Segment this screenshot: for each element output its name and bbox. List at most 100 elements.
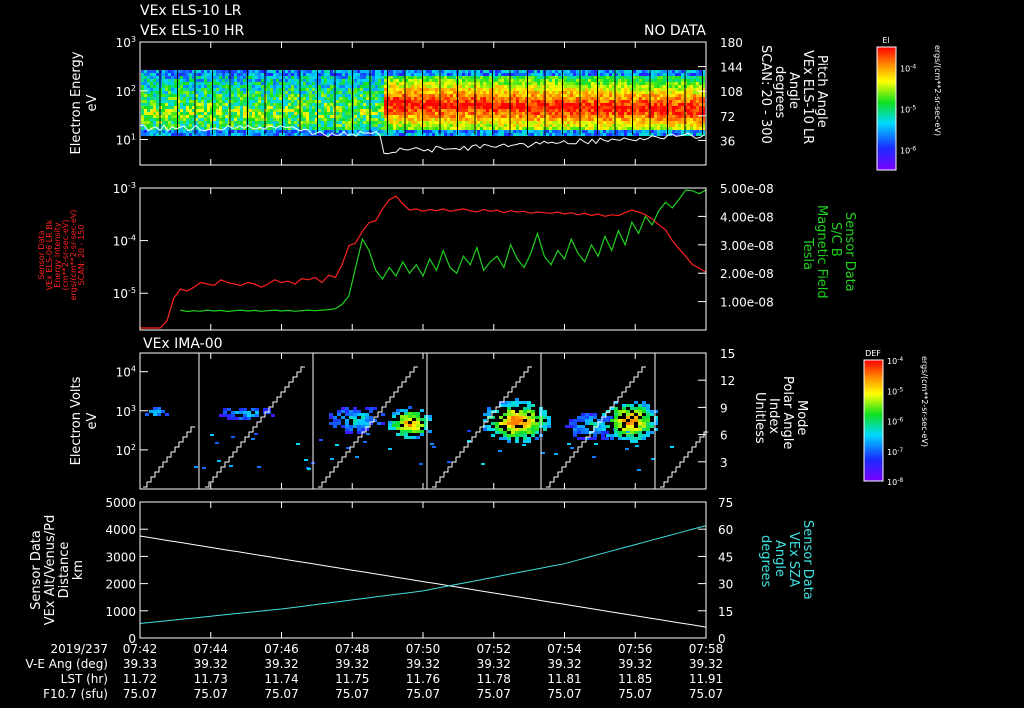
heat-cell: [495, 97, 498, 100]
heat-cell: [444, 94, 447, 97]
heat-cell: [669, 76, 672, 79]
heat-cell: [594, 76, 597, 79]
heat-cell: [294, 133, 297, 136]
heat-cell: [614, 428, 618, 431]
heat-cell: [612, 121, 615, 124]
heat-cell: [489, 109, 492, 112]
heat-cell: [510, 103, 513, 106]
heat-cell: [321, 70, 324, 73]
heat-cell: [471, 91, 474, 94]
x-cell-ve: 39.32: [618, 657, 652, 671]
heat-cell: [177, 91, 180, 94]
heat-cell: [459, 115, 462, 118]
heat-cell: [462, 109, 465, 112]
heat-cell: [192, 73, 195, 76]
heat-cell: [441, 85, 444, 88]
heat-cell: [393, 133, 396, 136]
heat-cell: [501, 79, 504, 82]
heat-cell: [390, 70, 393, 73]
heat-cell: [276, 88, 279, 91]
heat-cell: [549, 130, 552, 133]
heat-cell: [330, 109, 333, 112]
heat-cell: [546, 127, 549, 130]
heat-cell: [297, 88, 300, 91]
heat-cell: [213, 115, 216, 118]
heat-cell: [540, 109, 543, 112]
heat-cell: [537, 103, 540, 106]
heat-cell: [306, 121, 309, 124]
heat-cell: [435, 124, 438, 127]
heat-cell: [144, 73, 147, 76]
heat-cell: [276, 115, 279, 118]
heat-cell: [597, 422, 601, 425]
heat-cell: [495, 100, 498, 103]
heat-cell: [702, 124, 705, 127]
heat-cell: [450, 97, 453, 100]
heat-cell: [498, 94, 501, 97]
heat-cell: [621, 103, 624, 106]
heat-cell: [243, 414, 247, 417]
heat-cell: [348, 109, 351, 112]
y2label-line3: Angle: [786, 72, 801, 109]
heat-cell: [615, 79, 618, 82]
heat-cell: [540, 127, 543, 130]
heat-cell: [549, 133, 552, 136]
heat-cell: [642, 85, 645, 88]
heat-cell: [510, 124, 513, 127]
heat-cell: [621, 133, 624, 136]
heat-cell: [605, 437, 609, 440]
heat-cell: [546, 109, 549, 112]
heat-cell: [330, 70, 333, 73]
heat-cell: [303, 79, 306, 82]
heat-cell: [588, 79, 591, 82]
heat-cell: [486, 106, 489, 109]
heat-cell: [646, 431, 650, 434]
heat-cell: [486, 118, 489, 121]
heat-cell: [522, 109, 525, 112]
heat-cell: [195, 109, 198, 112]
heat-cell: [171, 109, 174, 112]
heat-cell: [519, 97, 522, 100]
heat-cell: [525, 91, 528, 94]
x-cell-ve: 39.33: [123, 657, 157, 671]
y2label-line2: VEx SZA: [786, 532, 801, 587]
heat-cell: [537, 97, 540, 100]
heat-cell: [503, 422, 507, 425]
heat-cell: [615, 133, 618, 136]
heat-cell: [573, 85, 576, 88]
heat-cell: [300, 76, 303, 79]
heat-cell: [315, 100, 318, 103]
heat-cell: [693, 100, 696, 103]
heat-cell: [312, 91, 315, 94]
y2label-line1: Pitch Angle: [814, 55, 829, 128]
heat-cell: [307, 468, 311, 470]
heat-cell: [213, 103, 216, 106]
heat-cell: [435, 76, 438, 79]
heat-cell: [606, 91, 609, 94]
heat-cell: [147, 127, 150, 130]
heat-cell: [222, 112, 225, 115]
heat-cell: [626, 422, 630, 425]
heat-cell: [622, 431, 626, 434]
heat-cell: [531, 410, 535, 413]
heat-cell: [297, 106, 300, 109]
heat-cell: [549, 94, 552, 97]
heat-cell: [267, 100, 270, 103]
heat-cell: [597, 425, 601, 428]
heat-cell: [240, 121, 243, 124]
heat-cell: [546, 79, 549, 82]
heat-cell: [531, 70, 534, 73]
heat-cell: [540, 85, 543, 88]
heat-cell: [519, 94, 522, 97]
heat-cell: [213, 100, 216, 103]
heat-cell: [366, 97, 369, 100]
heat-cell: [225, 100, 228, 103]
heat-cell: [405, 79, 408, 82]
ylabel-line2: eV: [85, 94, 100, 111]
heat-cell: [597, 121, 600, 124]
heat-cell: [153, 85, 156, 88]
heat-cell: [411, 70, 414, 73]
heat-cell: [471, 100, 474, 103]
heat-cell: [576, 79, 579, 82]
heat-cell: [663, 103, 666, 106]
